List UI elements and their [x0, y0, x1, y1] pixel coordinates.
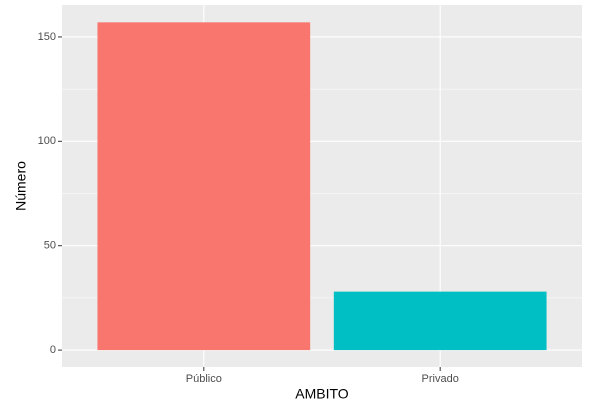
- y-tick-label: 100: [38, 135, 56, 147]
- bar: [333, 291, 547, 351]
- y-tick-label: 150: [38, 31, 56, 43]
- y-tick-label: 50: [44, 240, 56, 252]
- x-tick-label: Privado: [422, 373, 459, 385]
- y-tick-label: 0: [50, 344, 56, 356]
- bar: [97, 22, 311, 351]
- x-axis-title: AMBITO: [295, 386, 349, 402]
- x-tick-label: Público: [186, 373, 222, 385]
- y-axis-title: Número: [13, 161, 29, 211]
